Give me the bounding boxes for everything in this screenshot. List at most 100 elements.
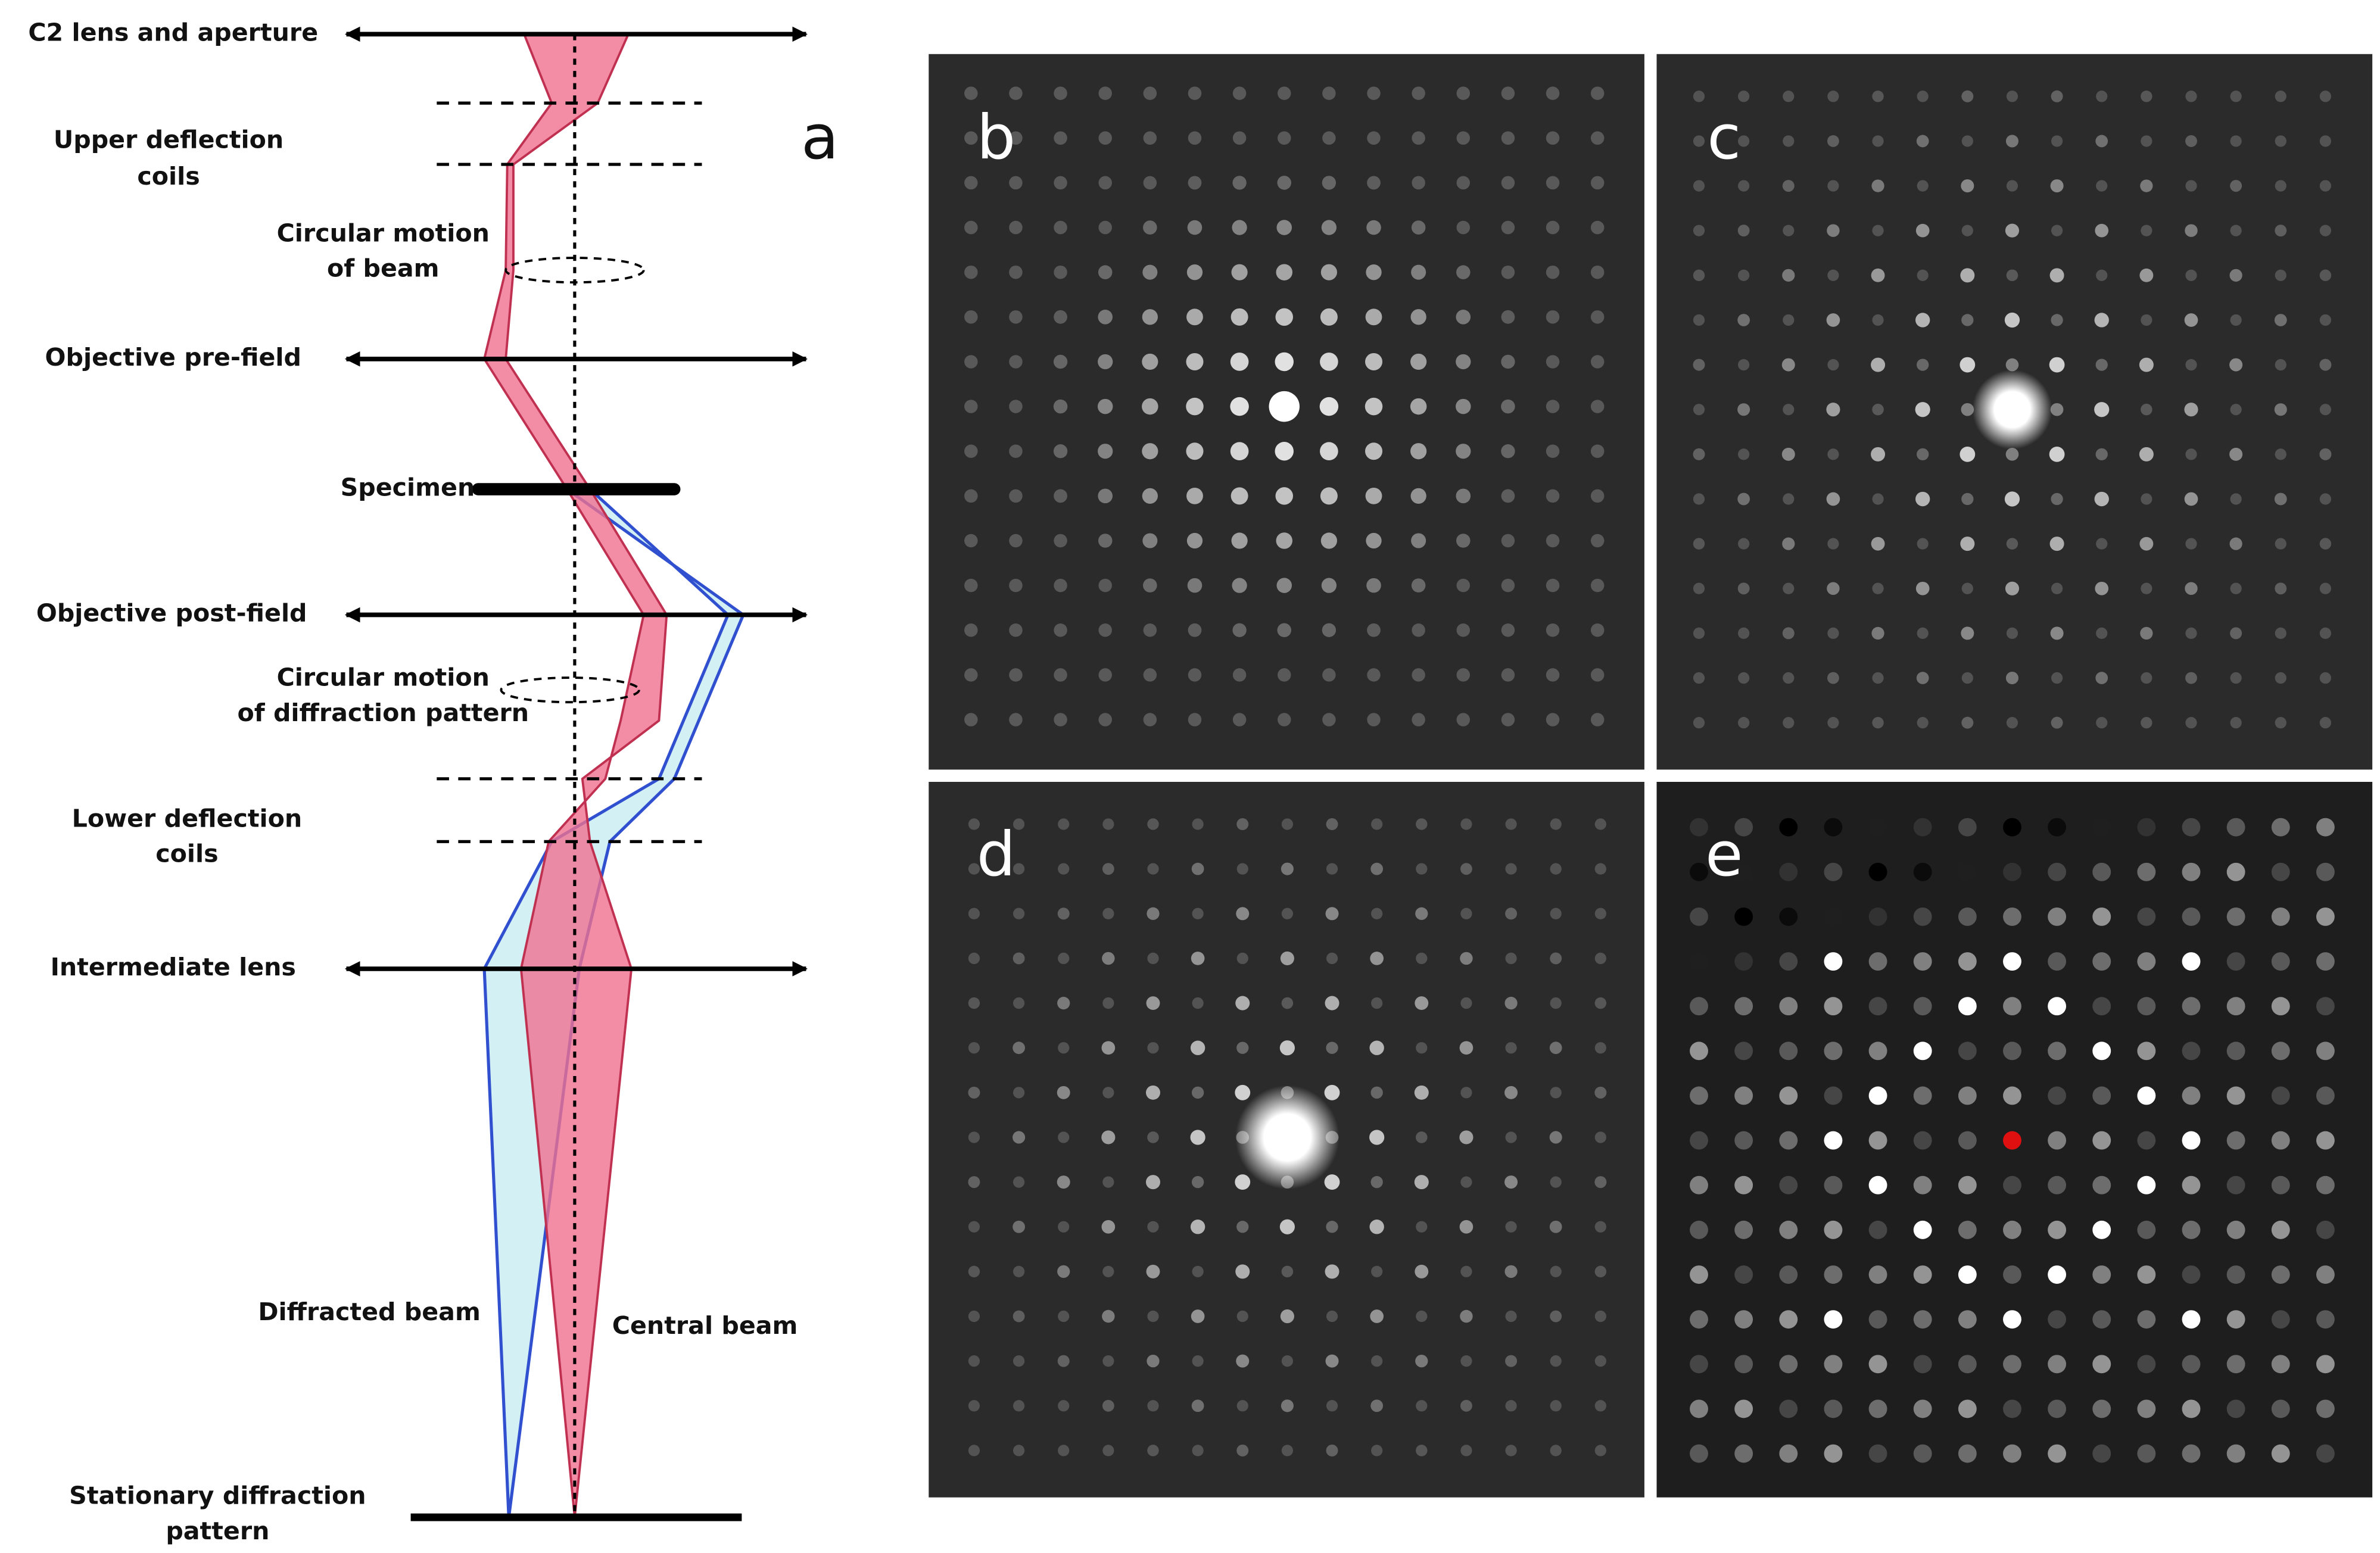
diffraction-spot: [1550, 1087, 1562, 1099]
diffraction-spot: [1009, 176, 1023, 190]
diffraction-spot: [1550, 818, 1562, 830]
diffraction-spot: [1098, 220, 1112, 235]
diffraction-spot: [2051, 135, 2063, 147]
diffraction-spot: [1320, 442, 1338, 461]
diffraction-spot: [1322, 668, 1336, 682]
diffraction-spot: [2185, 582, 2198, 595]
diffraction-spot: [2003, 997, 2021, 1016]
diffraction-spot: [1505, 952, 1517, 965]
diffraction-spot: [1456, 310, 1471, 325]
diffraction-spot: [2316, 952, 2335, 971]
diffraction-spot: [1690, 1310, 1708, 1329]
diffraction-spot: [2271, 1220, 2290, 1239]
diffraction-spot: [2092, 1131, 2111, 1150]
diffraction-spot: [1187, 220, 1203, 235]
diffraction-spot: [1958, 1265, 1977, 1284]
diffraction-spot: [2006, 717, 2018, 729]
diffraction-spot: [2139, 537, 2154, 551]
diffraction-spot: [1958, 1444, 1977, 1463]
diffraction-spot: [1460, 1445, 1472, 1457]
diffraction-spot: [2137, 862, 2156, 881]
diffraction-spot: [1872, 314, 1884, 326]
diffraction-spot: [1734, 997, 1753, 1016]
diffraction-spot: [2275, 717, 2286, 729]
diffraction-spot: [1590, 355, 1605, 369]
diffraction-spot: [1693, 135, 1705, 147]
diffraction-spot: [1186, 397, 1204, 416]
diffraction-spot: [1915, 313, 1930, 328]
diffraction-spot: [1098, 131, 1112, 145]
diffraction-spot: [1320, 264, 1337, 280]
diffraction-spot: [1868, 818, 1887, 837]
diffraction-spot: [1693, 269, 1705, 282]
diffraction-spot: [1322, 176, 1337, 190]
diffraction-spot: [1147, 1042, 1159, 1054]
diffraction-spot: [1550, 1400, 1562, 1412]
diffraction-spot: [2229, 269, 2242, 282]
diffraction-spot: [1958, 1131, 1977, 1150]
diffraction-spot: [1013, 818, 1025, 830]
diffraction-spot: [2051, 716, 2063, 729]
diffraction-spot: [1367, 623, 1381, 637]
diffraction-spot: [1232, 220, 1247, 235]
central-spot: [1235, 1085, 1339, 1190]
diffraction-spot: [1412, 668, 1425, 682]
diffraction-spot: [1958, 862, 1977, 881]
diffraction-spot: [1501, 444, 1515, 459]
diffraction-spot: [2051, 314, 2063, 326]
diffraction-spot: [2048, 818, 2067, 837]
diffraction-spot: [1915, 491, 1930, 507]
ray-diagram: [344, 26, 808, 1521]
diffraction-spot: [1783, 672, 1795, 684]
diffraction-spot: [2050, 403, 2064, 416]
diffraction-spot: [1009, 400, 1023, 413]
diffraction-spot: [1054, 310, 1067, 324]
diffraction-spot: [1320, 308, 1338, 326]
diffraction-spot: [1054, 623, 1067, 637]
diffraction-spot: [1456, 354, 1471, 370]
diffraction-spot: [2229, 537, 2242, 550]
diffraction-spot: [1917, 180, 1929, 192]
diffraction-spot: [1550, 908, 1562, 919]
diffraction-spot: [2137, 1041, 2156, 1061]
diffraction-spot: [964, 220, 978, 235]
diffraction-spot: [1277, 623, 1292, 638]
diffraction-spot: [1236, 952, 1248, 965]
diffraction-spot: [2092, 907, 2111, 926]
diffraction-spot: [1738, 269, 1750, 281]
diffraction-spot: [1324, 1174, 1340, 1190]
diffraction-spot: [1734, 1265, 1753, 1284]
diffraction-spot: [2048, 1175, 2067, 1195]
diffraction-spot: [1824, 1355, 1843, 1374]
diffraction-spot: [1779, 907, 1798, 926]
diffraction-spot: [1546, 355, 1560, 369]
diffraction-spot: [2319, 91, 2332, 102]
diffraction-spot: [1738, 627, 1750, 640]
diffraction-spot: [1415, 1354, 1428, 1368]
diffraction-spot: [2230, 627, 2242, 640]
diffraction-spot: [1783, 493, 1795, 505]
diffraction-spot: [1098, 86, 1112, 100]
diffraction-spot: [1961, 403, 1974, 416]
diffraction-spot: [1186, 308, 1203, 326]
diffraction-spot: [1009, 489, 1023, 503]
diffraction-spot: [1459, 1041, 1474, 1055]
diffraction-spot: [1456, 86, 1471, 100]
diffraction-spot: [1693, 91, 1705, 102]
label: Objective post-field: [36, 599, 307, 628]
diffraction-spot: [2226, 1220, 2245, 1239]
diffraction-spot: [1275, 352, 1294, 372]
diffraction-spot: [1782, 269, 1795, 282]
diffraction-spot: [1737, 314, 1750, 326]
diffraction-spot: [1367, 131, 1381, 145]
diffraction-spot: [1783, 91, 1795, 102]
diffraction-spot: [1013, 1131, 1026, 1144]
diffraction-spot: [1232, 578, 1247, 593]
diffraction-spot: [2049, 446, 2065, 462]
diffraction-spot: [1319, 397, 1339, 416]
diffraction-spot: [1913, 952, 1932, 971]
diffraction-spot: [1143, 86, 1157, 100]
diffraction-spot: [968, 952, 980, 965]
diffraction-spot: [1594, 1310, 1606, 1323]
